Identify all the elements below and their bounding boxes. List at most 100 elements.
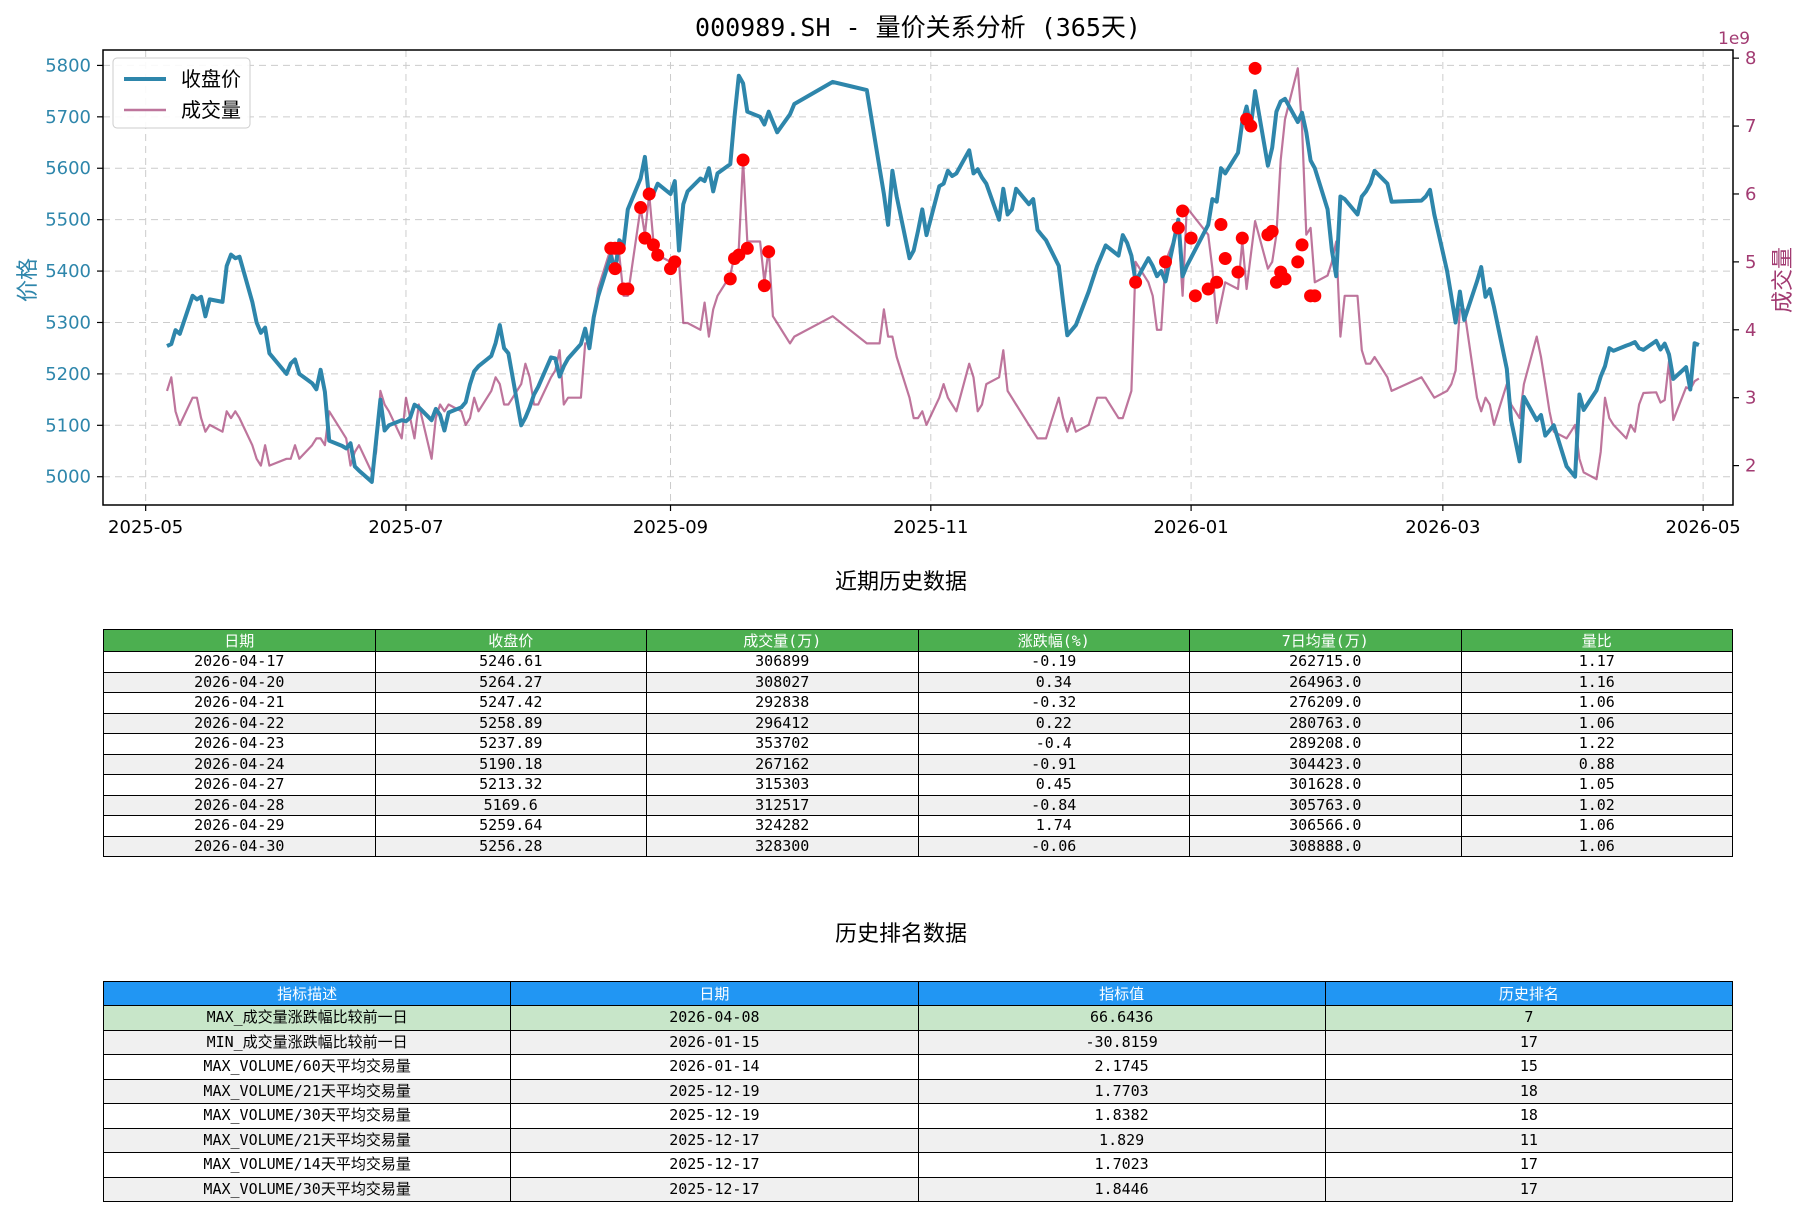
table-row: MAX_VOLUME/21天平均交易量 2025-12-17 1.829 11 xyxy=(102,1127,1734,1153)
table-cell: MAX_成交量涨跌幅比较前一日 xyxy=(102,1005,512,1031)
table-cell: 18 xyxy=(1324,1103,1734,1129)
volume-marker xyxy=(1265,224,1279,238)
volume-marker xyxy=(1188,289,1202,303)
table-cell: 1.8446 xyxy=(917,1176,1326,1202)
plot-area xyxy=(165,61,1700,484)
x-tick-label: 2025-09 xyxy=(633,517,708,538)
x-tick-label: 2026-05 xyxy=(1666,517,1741,538)
table-cell: 2025-12-17 xyxy=(510,1152,919,1178)
table-cell: -0.19 xyxy=(917,651,1190,673)
right-axis-ticks: 2 3 4 5 6 7 8 xyxy=(1733,48,1756,477)
table-cell: 292838 xyxy=(646,692,919,714)
legend-volume-label: 成交量 xyxy=(181,98,241,122)
table-cell: 1.7703 xyxy=(917,1078,1326,1104)
volume-marker xyxy=(1218,251,1232,265)
y-axis-label: 价格 xyxy=(16,258,41,302)
table-cell: 301628.0 xyxy=(1189,774,1462,796)
table-cell: 2026-04-27 xyxy=(103,774,376,796)
table-cell: 5169.6 xyxy=(374,794,647,816)
volume-marker xyxy=(1171,221,1185,235)
table-cell: 2026-04-21 xyxy=(103,692,376,714)
volume-marker xyxy=(642,187,656,201)
volume-marker xyxy=(1295,238,1309,252)
ranking-data-title: 历史排名数据 xyxy=(834,922,967,947)
table-cell: 5247.42 xyxy=(374,692,647,714)
x-tick-label: 2025-07 xyxy=(368,517,443,538)
table-cell: 296412 xyxy=(646,712,919,734)
table-cell: MAX_VOLUME/21天平均交易量 xyxy=(102,1078,512,1104)
y-tick-label: 5600 xyxy=(45,158,91,179)
y2-tick-label: 2 xyxy=(1745,456,1756,477)
table-row: MAX_VOLUME/30天平均交易量 2025-12-17 1.8446 17 xyxy=(102,1176,1734,1202)
table-cell: 306566.0 xyxy=(1189,815,1462,837)
table-cell: 2026-04-28 xyxy=(103,794,376,816)
table-row: MAX_VOLUME/30天平均交易量 2025-12-19 1.8382 18 xyxy=(102,1103,1734,1129)
table-cell: 1.06 xyxy=(1460,815,1733,837)
table-cell: 17 xyxy=(1324,1029,1734,1055)
table-row: 2026-04-21 5247.42 292838 -0.32 276209.0 1.06 xyxy=(103,692,1733,714)
legend: 收盘价 成交量 xyxy=(112,57,251,129)
table-cell: MAX_VOLUME/60天平均交易量 xyxy=(102,1054,512,1080)
table-cell: 2026-04-24 xyxy=(103,753,376,775)
table-cell: 5246.61 xyxy=(374,651,647,673)
table-cell: 1.22 xyxy=(1460,733,1733,755)
recent-data-header-row: 日期 收盘价 成交量(万) 涨跌幅(%) 7日均量(万) 量比 xyxy=(103,629,1733,652)
volume-marker xyxy=(1244,119,1258,133)
table-cell: 262715.0 xyxy=(1189,651,1462,673)
table-cell: 0.45 xyxy=(917,774,1190,796)
volume-marker xyxy=(1278,272,1292,286)
table-cell: 353702 xyxy=(646,733,919,755)
price-line xyxy=(166,73,1700,484)
y-tick-label: 5000 xyxy=(45,467,91,488)
volume-line xyxy=(165,67,1700,481)
table-cell: 280763.0 xyxy=(1189,712,1462,734)
table-cell: 1.06 xyxy=(1460,712,1733,734)
table-row: 2026-04-30 5256.28 328300 -0.06 308888.0 1.06 xyxy=(103,835,1733,857)
table-row: MAX_VOLUME/14天平均交易量 2025-12-17 1.7023 17 xyxy=(102,1152,1734,1178)
table-row: 2026-04-24 5190.18 267162 -0.91 304423.0 0.88 xyxy=(103,753,1733,775)
table-cell: 1.06 xyxy=(1460,835,1733,857)
table-cell: 1.7023 xyxy=(917,1152,1326,1178)
table-cell: 264963.0 xyxy=(1189,671,1462,693)
table-cell: 312517 xyxy=(646,794,919,816)
volume-marker xyxy=(1291,255,1305,269)
table-cell: 1.06 xyxy=(1460,692,1733,714)
table-cell: 2026-04-23 xyxy=(103,733,376,755)
table-cell: MAX_VOLUME/30天平均交易量 xyxy=(102,1103,512,1129)
table-cell: 2025-12-17 xyxy=(510,1176,919,1202)
table-cell: 11 xyxy=(1324,1127,1734,1153)
table-cell: 17 xyxy=(1324,1152,1734,1178)
volume-marker xyxy=(646,238,660,252)
volume-marker xyxy=(757,279,771,293)
volume-marker xyxy=(1214,218,1228,232)
table-cell: 5259.64 xyxy=(374,815,647,837)
table-cell: 2025-12-17 xyxy=(510,1127,919,1153)
table-cell: 1.17 xyxy=(1460,651,1733,673)
table-cell: 1.74 xyxy=(917,815,1190,837)
table-cell: 5213.32 xyxy=(374,774,647,796)
table-cell: 0.88 xyxy=(1460,753,1733,775)
volume-marker xyxy=(1184,231,1198,245)
table-cell: 276209.0 xyxy=(1189,692,1462,714)
y2-tick-label: 7 xyxy=(1745,116,1756,137)
table-cell: 324282 xyxy=(646,815,919,837)
table-cell: 2026-01-15 xyxy=(510,1029,919,1055)
table-cell: 305763.0 xyxy=(1189,794,1462,816)
table-row: MIN_成交量涨跌幅比较前一日 2026-01-15 -30.8159 17 xyxy=(102,1029,1734,1055)
volume-marker xyxy=(1308,289,1322,303)
header-cell: 日期 xyxy=(103,629,376,652)
y-tick-label: 5100 xyxy=(45,415,91,436)
table-row: 2026-04-29 5259.64 324282 1.74 306566.0 1.06 xyxy=(103,815,1733,837)
table-cell: 66.6436 xyxy=(917,1005,1326,1031)
header-cell: 涨跌幅(%) xyxy=(917,629,1190,652)
volume-marker xyxy=(1210,275,1224,289)
table-cell: 2.1745 xyxy=(917,1054,1326,1080)
price-volume-chart: 000989.SH - 量价关系分析 (365天) 50005100520053… xyxy=(16,13,1796,538)
volume-marker xyxy=(1176,204,1190,218)
table-cell: 315303 xyxy=(646,774,919,796)
volume-marker xyxy=(608,262,622,276)
table-row: 2026-04-27 5213.32 315303 0.45 301628.0 1.05 xyxy=(103,774,1733,796)
table-row: 2026-04-17 5246.61 306899 -0.19 262715.0 1.17 xyxy=(103,651,1733,673)
table-cell: 5258.89 xyxy=(374,712,647,734)
volume-marker xyxy=(634,201,648,215)
